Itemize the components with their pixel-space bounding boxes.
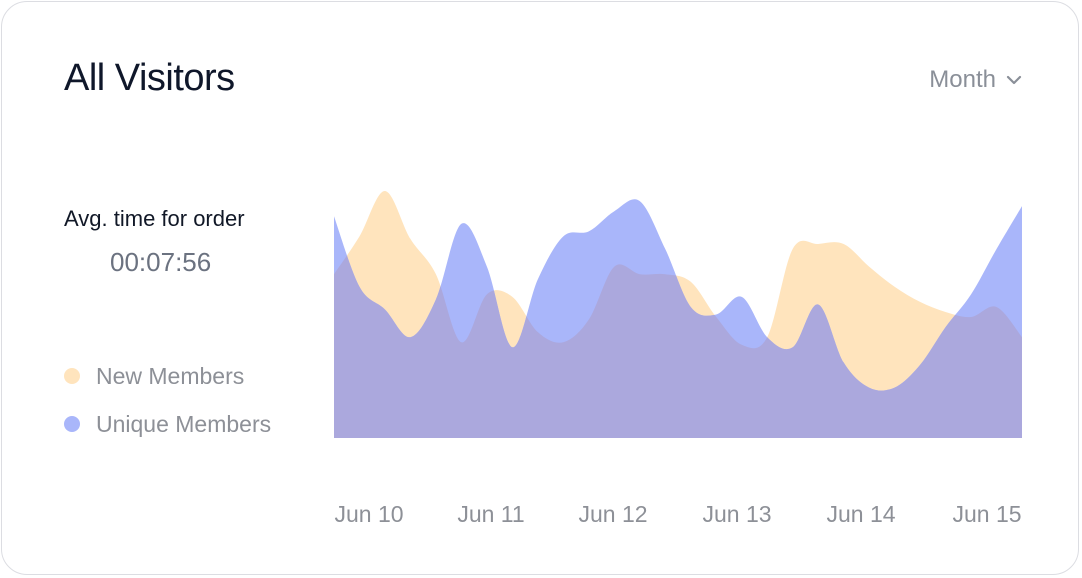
legend-dot-unique-members	[64, 416, 80, 432]
chevron-down-icon	[1006, 75, 1022, 85]
legend-item-new-members[interactable]: New Members	[64, 360, 271, 392]
legend-label-unique-members: Unique Members	[96, 410, 272, 437]
avg-time-value: 00:07:56	[110, 247, 212, 277]
legend-item-unique-members[interactable]: Unique Members	[64, 408, 271, 440]
x-tick-label: Jun 11	[457, 501, 524, 527]
avg-time-label: Avg. time for order	[64, 206, 245, 231]
card-title: All Visitors	[64, 57, 235, 99]
period-dropdown-label: Month	[929, 66, 996, 93]
legend-dot-new-members	[64, 368, 80, 384]
x-tick-label: Jun 12	[578, 501, 647, 527]
series-overlap-area	[334, 199, 1022, 438]
legend-label-new-members: New Members	[96, 362, 245, 389]
chart-legend: New Members Unique Members	[64, 360, 271, 456]
x-tick-label: Jun 10	[334, 501, 403, 527]
x-tick-label: Jun 15	[952, 501, 1021, 527]
x-tick-label: Jun 13	[702, 501, 771, 527]
period-dropdown[interactable]: Month	[929, 66, 1022, 94]
x-tick-label: Jun 14	[826, 501, 895, 527]
